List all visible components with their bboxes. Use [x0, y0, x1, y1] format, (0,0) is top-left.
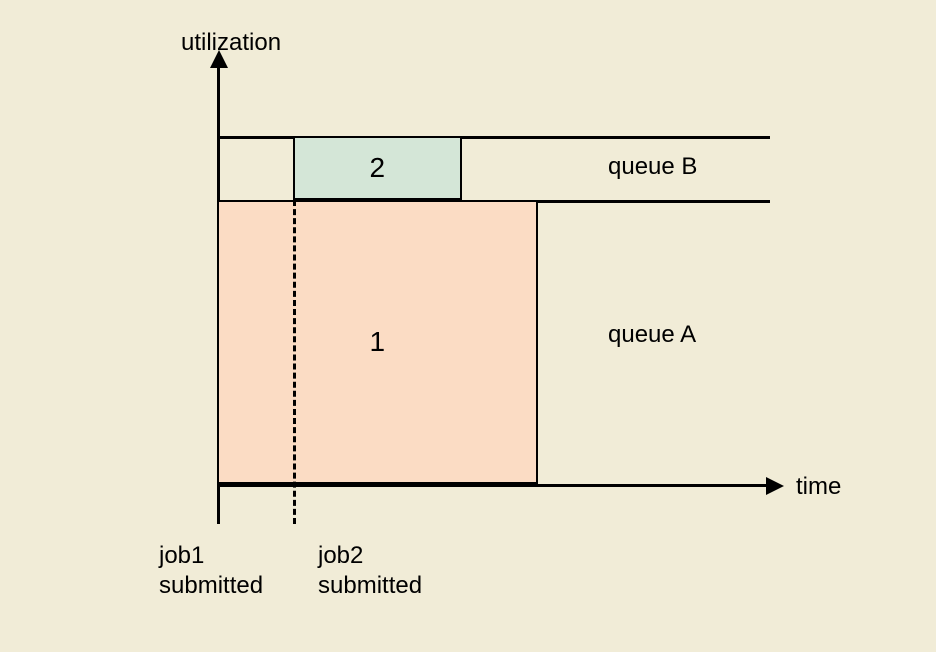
y-axis-label: utilization	[181, 28, 281, 58]
job1-number-label: 1	[370, 324, 386, 359]
x-axis	[217, 484, 770, 487]
queue-a-label: queue A	[608, 320, 696, 350]
x-axis-label: time	[796, 472, 841, 502]
job2-number-label: 2	[370, 150, 386, 185]
job1-caption: job1 submitted	[159, 541, 263, 601]
job2-submit-dashed-line	[293, 200, 296, 524]
job2-caption: job2 submitted	[318, 541, 422, 601]
queue-b-label: queue B	[608, 152, 697, 182]
diagram-canvas: utilization time queue A queue B 1 2 job…	[0, 0, 936, 652]
x-axis-arrow	[766, 477, 784, 495]
